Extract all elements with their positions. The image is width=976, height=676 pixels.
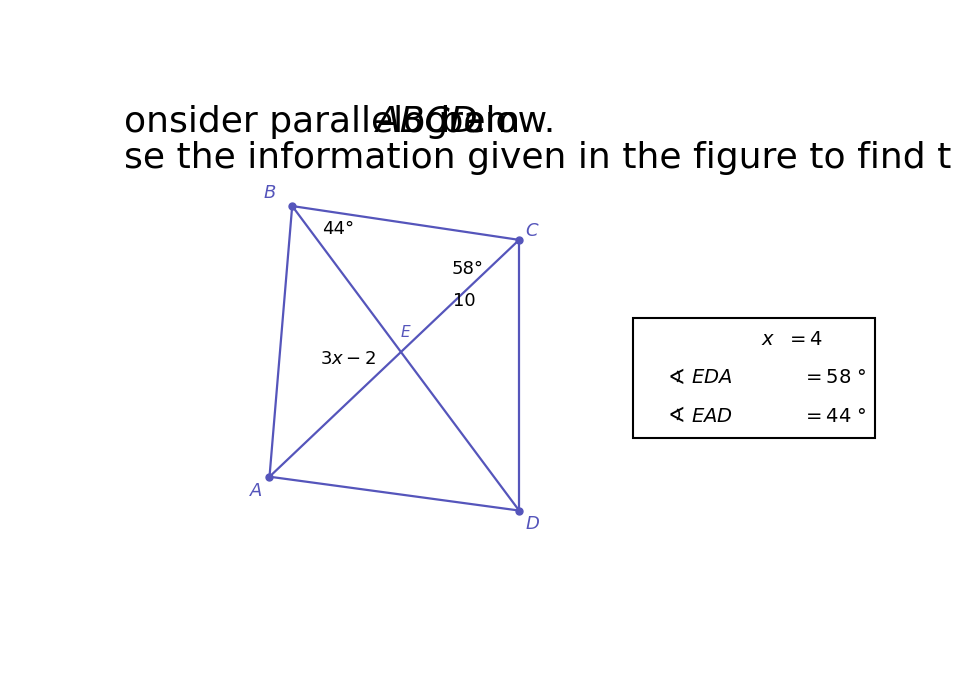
Text: 44°: 44°: [322, 220, 354, 239]
Text: 10: 10: [453, 292, 475, 310]
Text: $x$: $x$: [761, 330, 775, 349]
Text: ABCD: ABCD: [376, 105, 479, 139]
Text: 58°: 58°: [452, 260, 483, 279]
Text: $D$: $D$: [525, 514, 541, 533]
Text: onsider parallelogram: onsider parallelogram: [124, 105, 531, 139]
Text: $= 4$: $= 4$: [787, 330, 824, 349]
Text: $A$: $A$: [249, 482, 263, 500]
Text: se the information given in the figure to find t: se the information given in the figure t…: [124, 141, 951, 175]
Text: $EAD$: $EAD$: [691, 407, 733, 426]
Text: $E$: $E$: [400, 324, 412, 340]
Text: ∢: ∢: [668, 406, 685, 426]
Text: $= 58$ °: $= 58$ °: [802, 368, 867, 387]
Text: $C$: $C$: [525, 222, 540, 239]
Text: below.: below.: [429, 105, 555, 139]
Text: ∢: ∢: [668, 368, 685, 388]
Text: $EDA$: $EDA$: [691, 368, 733, 387]
Text: $= 44$ °: $= 44$ °: [802, 407, 867, 426]
Text: $B$: $B$: [263, 184, 276, 202]
Text: $3x - 2$: $3x - 2$: [320, 349, 376, 368]
Bar: [632, 318, 874, 437]
